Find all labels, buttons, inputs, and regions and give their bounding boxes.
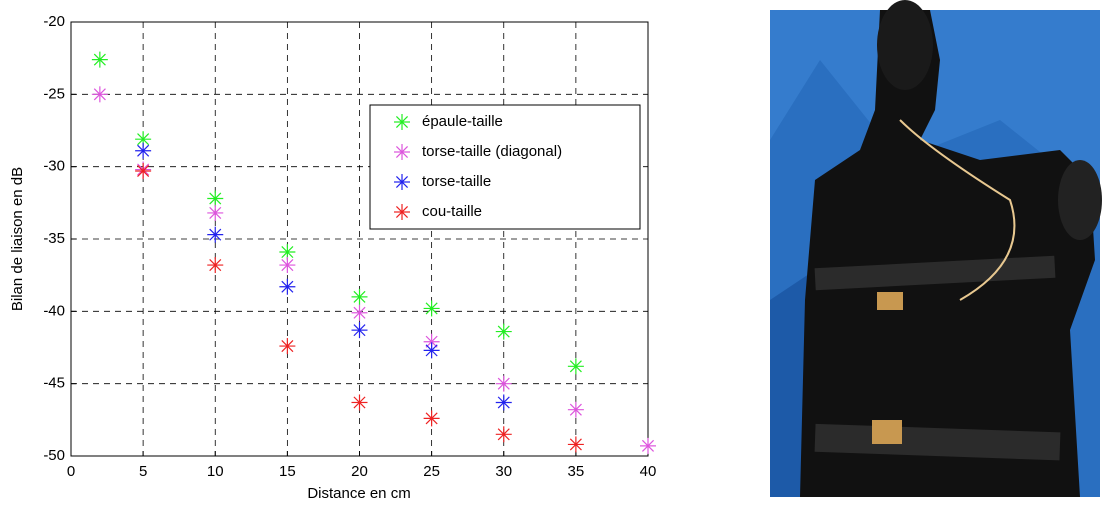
x-tick-label: 0: [67, 463, 75, 480]
y-tick-label: -35: [43, 230, 65, 247]
legend-marker: [394, 204, 410, 220]
marker: [423, 300, 440, 317]
marker: [207, 190, 224, 207]
x-tick-label: 5: [139, 463, 147, 480]
y-tick-label: -45: [43, 375, 65, 392]
marker: [351, 288, 368, 305]
marker: [135, 142, 152, 159]
marker: [495, 394, 512, 411]
legend-marker: [394, 144, 410, 160]
x-tick-label: 15: [279, 463, 296, 480]
marker: [423, 410, 440, 427]
x-tick-label: 25: [423, 463, 440, 480]
x-axis-label: Distance en cm: [307, 485, 410, 502]
y-axis-label: Bilan de liaison en dB: [9, 167, 26, 311]
marker: [279, 278, 296, 295]
x-tick-label: 20: [351, 463, 368, 480]
marker: [495, 323, 512, 340]
marker: [567, 436, 584, 453]
marker: [495, 375, 512, 392]
marker: [279, 257, 296, 274]
x-tick-label: 10: [207, 463, 224, 480]
y-tick-label: -25: [43, 85, 65, 102]
marker: [207, 257, 224, 274]
legend-marker: [394, 174, 410, 190]
marker: [351, 304, 368, 321]
legend-label: cou-taille: [422, 203, 482, 220]
marker: [207, 204, 224, 221]
x-tick-label: 30: [495, 463, 512, 480]
marker: [640, 437, 656, 454]
legend-box: [369, 104, 641, 230]
y-tick-label: -40: [43, 302, 65, 319]
marker: [91, 86, 108, 103]
marker: [351, 394, 368, 411]
marker: [495, 426, 512, 443]
legend-marker: [394, 114, 410, 130]
x-tick-label: 40: [640, 463, 657, 480]
marker: [567, 401, 584, 418]
marker: [135, 163, 152, 180]
photo: [770, 0, 1102, 497]
legend-label: épaule-taille: [422, 113, 503, 130]
marker: [91, 51, 108, 68]
marker: [351, 322, 368, 339]
legend-label: torse-taille: [422, 173, 491, 190]
x-tick-label: 35: [568, 463, 585, 480]
marker: [207, 226, 224, 243]
marker: [567, 358, 584, 375]
y-tick-label: -20: [43, 13, 65, 30]
marker: [279, 338, 296, 355]
legend-label: torse-taille (diagonal): [422, 143, 562, 160]
marker: [423, 342, 440, 359]
y-tick-label: -50: [43, 447, 65, 464]
y-tick-label: -30: [43, 158, 65, 175]
